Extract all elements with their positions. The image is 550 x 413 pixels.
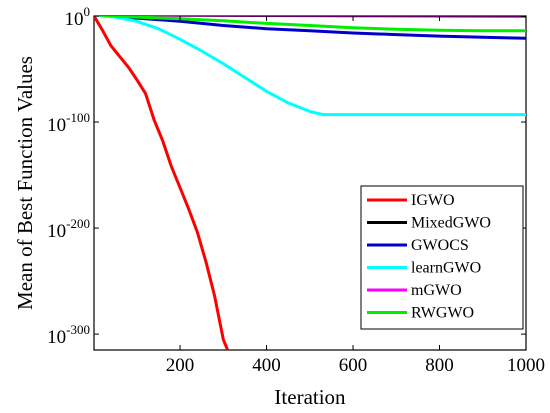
y-tick-label: 10-100	[47, 110, 90, 136]
x-axis-label: Iteration	[274, 385, 346, 409]
legend-label-igwo: IGWO	[411, 192, 455, 209]
x-tick-label: 200	[166, 355, 195, 376]
x-tick-label: 800	[425, 355, 454, 376]
y-tick-label: 100	[65, 4, 91, 30]
series-lines	[94, 16, 526, 350]
y-tick-label: 10-200	[47, 216, 90, 242]
series-line-learngwo	[94, 16, 526, 117]
series-line-rwgwo	[94, 16, 526, 33]
legend-box	[360, 185, 524, 330]
x-tick-label: 600	[339, 355, 368, 376]
series-line-gwocs	[94, 16, 526, 40]
legend-label-learngwo: learnGWO	[411, 260, 481, 277]
x-tick-label: 1000	[507, 355, 545, 376]
legend-label-mgwo: mGWO	[411, 282, 462, 299]
y-axis-label: Mean of Best Function Values	[13, 56, 37, 310]
legend-label-gwocs: GWOCS	[411, 237, 469, 254]
legend: IGWO MixedGWO GWOCS learnGWO mGWO RWGWO	[360, 185, 524, 330]
x-tick-label: 400	[252, 355, 281, 376]
series-line-igwo	[94, 16, 229, 350]
y-tick-label: 10-300	[47, 322, 90, 348]
legend-label-mixedgwo: MixedGWO	[411, 215, 491, 232]
axis-ticks: 200 400 600 800 1000 100 10-100 10-200 10-300	[47, 4, 545, 376]
legend-label-rwgwo: RWGWO	[411, 305, 474, 322]
